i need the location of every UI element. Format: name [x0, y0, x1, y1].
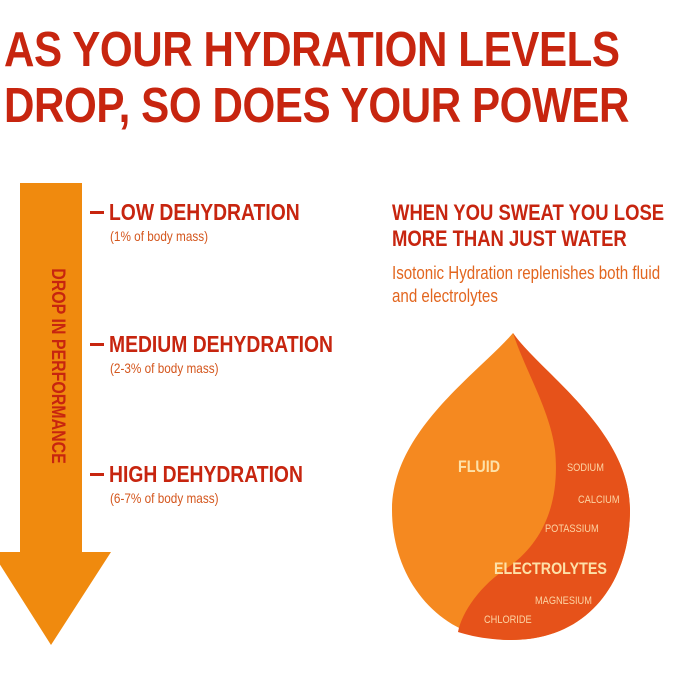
drop-electrolytes-area — [458, 333, 630, 640]
headline: AS YOUR HYDRATION LEVELS DROP, SO DOES Y… — [4, 22, 630, 134]
mineral-calcium: CALCIUM — [578, 494, 620, 506]
mineral-chloride: CHLORIDE — [484, 614, 532, 626]
sweat-sub-line-2: and electrolytes — [392, 286, 498, 306]
mineral-sodium: SODIUM — [567, 462, 604, 474]
fluid-label: FLUID — [458, 458, 500, 476]
level-medium-sub: (2-3% of body mass) — [110, 360, 219, 376]
sweat-title: WHEN YOU SWEAT YOU LOSE MORE THAN JUST W… — [392, 200, 669, 252]
level-high-title: HIGH DEHYDRATION — [109, 461, 303, 487]
mineral-potassium: POTASSIUM — [545, 523, 599, 535]
level-low-title: LOW DEHYDRATION — [109, 199, 300, 225]
level-medium-tick — [90, 343, 104, 346]
level-high-sub: (6-7% of body mass) — [110, 490, 219, 506]
arrow-shape — [0, 183, 111, 645]
level-low-sub: (1% of body mass) — [110, 228, 209, 244]
sweat-title-line-2: MORE THAN JUST WATER — [392, 226, 627, 251]
electrolytes-label: ELECTROLYTES — [494, 560, 607, 578]
level-high-tick — [90, 473, 104, 476]
sweat-subtitle: Isotonic Hydration replenishes both flui… — [392, 262, 677, 308]
level-medium-title: MEDIUM DEHYDRATION — [109, 331, 333, 357]
headline-line-2: DROP, SO DOES YOUR POWER — [4, 79, 630, 133]
mineral-magnesium: MAGNESIUM — [535, 595, 592, 607]
sweat-sub-line-1: Isotonic Hydration replenishes both flui… — [392, 263, 661, 283]
arrow-label: DROP IN PERFORMANCE — [48, 268, 70, 464]
headline-line-1: AS YOUR HYDRATION LEVELS — [4, 23, 620, 77]
sweat-title-line-1: WHEN YOU SWEAT YOU LOSE — [392, 200, 665, 225]
level-low-tick — [90, 211, 104, 214]
